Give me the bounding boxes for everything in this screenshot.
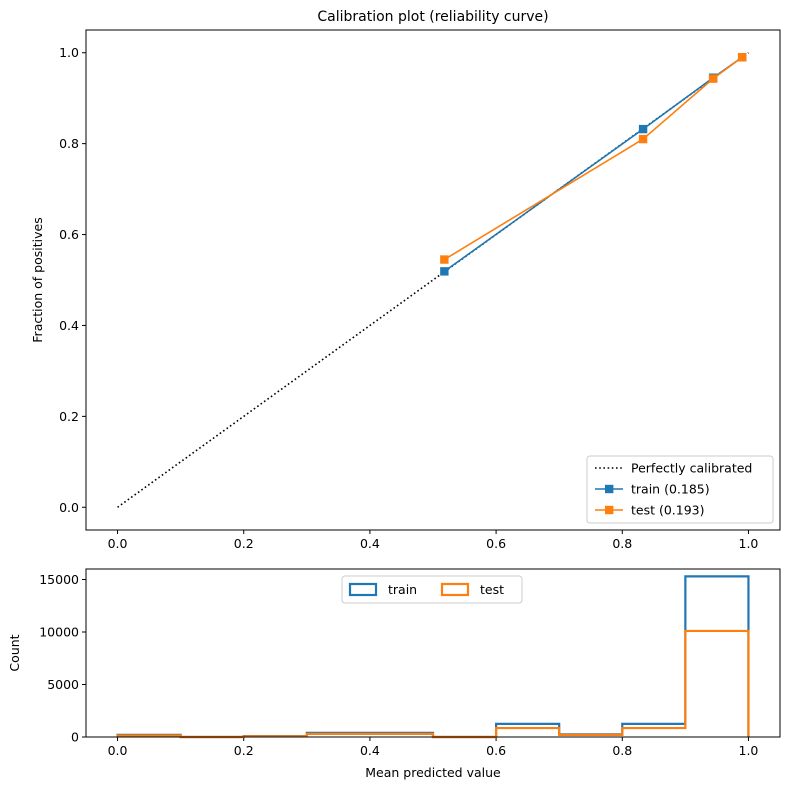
histogram-xlabel: Mean predicted value: [365, 765, 501, 780]
calibration-legend: Perfectly calibrated train (0.185) test (0…: [586, 455, 774, 524]
calibration-ylabel: Fraction of positives: [30, 217, 45, 342]
x-tick-label: 0.6: [486, 743, 506, 758]
x-tick-label: 0.2: [234, 743, 254, 758]
series-line-2: [443, 56, 743, 261]
legend-swatch: [348, 582, 378, 597]
legend-label: test (0.193): [631, 503, 705, 518]
y-tick-label: 0.4: [59, 318, 79, 333]
x-tick-label: 0.0: [108, 536, 128, 551]
calibration-title: Calibration plot (reliability curve): [317, 9, 548, 25]
y-tick-label: 0.0: [59, 500, 79, 515]
series-2-point: [708, 74, 718, 83]
x-tick-label: 0.8: [612, 743, 632, 758]
x-tick-label: 0.0: [108, 743, 128, 758]
series-line-1: [443, 56, 743, 273]
y-tick-label: 1.0: [59, 45, 79, 60]
y-tick-label: 0.8: [59, 136, 79, 151]
histogram-axes-frame: [85, 568, 781, 738]
series-1-point: [638, 124, 648, 134]
x-tick-label: 0.6: [486, 536, 506, 551]
x-tick-label: 1.0: [739, 536, 759, 551]
x-tick-label: 0.4: [360, 536, 380, 551]
calibration-plot: Calibration plot (reliability curve) 0.0…: [30, 9, 781, 551]
series-2-point: [638, 134, 648, 144]
calibration-series: [117, 52, 749, 508]
x-tick-label: 0.4: [360, 743, 380, 758]
y-tick-label: 0: [71, 730, 79, 745]
y-tick-label: 0.2: [59, 409, 79, 424]
legend-marker: [605, 484, 614, 494]
y-tick-label: 10000: [39, 625, 79, 640]
x-tick-label: 0.8: [612, 536, 632, 551]
histogram-plot: 0.0 0.2 0.4 0.6 0.8 1.0 0 5000 10000 15000 Mean p…: [7, 568, 781, 780]
legend-marker: [605, 505, 614, 515]
x-tick-label: 0.2: [234, 536, 254, 551]
y-tick-label: 15000: [39, 572, 79, 587]
series-1-point: [440, 267, 449, 276]
legend-label: train: [388, 582, 417, 597]
legend-box: [586, 455, 774, 524]
legend-label: Perfectly calibrated: [631, 461, 752, 476]
legend-label: test: [480, 582, 504, 597]
legend-label: train (0.185): [631, 482, 710, 497]
series-2-point: [440, 255, 449, 264]
legend-box: [341, 575, 523, 604]
x-tick-label: 1.0: [739, 743, 759, 758]
histogram-step-test: [116, 629, 750, 739]
y-tick-label: 0.6: [59, 227, 79, 242]
legend-swatch: [440, 582, 470, 597]
histogram-ticks: 0.0 0.2 0.4 0.6 0.8 1.0 0 5000 10000 15000: [39, 572, 758, 758]
calibration-axes-frame: [85, 29, 781, 531]
histogram-legend: train test: [341, 575, 523, 604]
series-2-point: [737, 53, 747, 62]
histogram-ylabel: Count: [7, 634, 22, 671]
y-tick-label: 5000: [47, 677, 79, 692]
calibration-ticks: 0.0 0.2 0.4 0.6 0.8 1.0 0.0 0.2 0.4 0.6 0.8 1.0: [59, 45, 758, 551]
